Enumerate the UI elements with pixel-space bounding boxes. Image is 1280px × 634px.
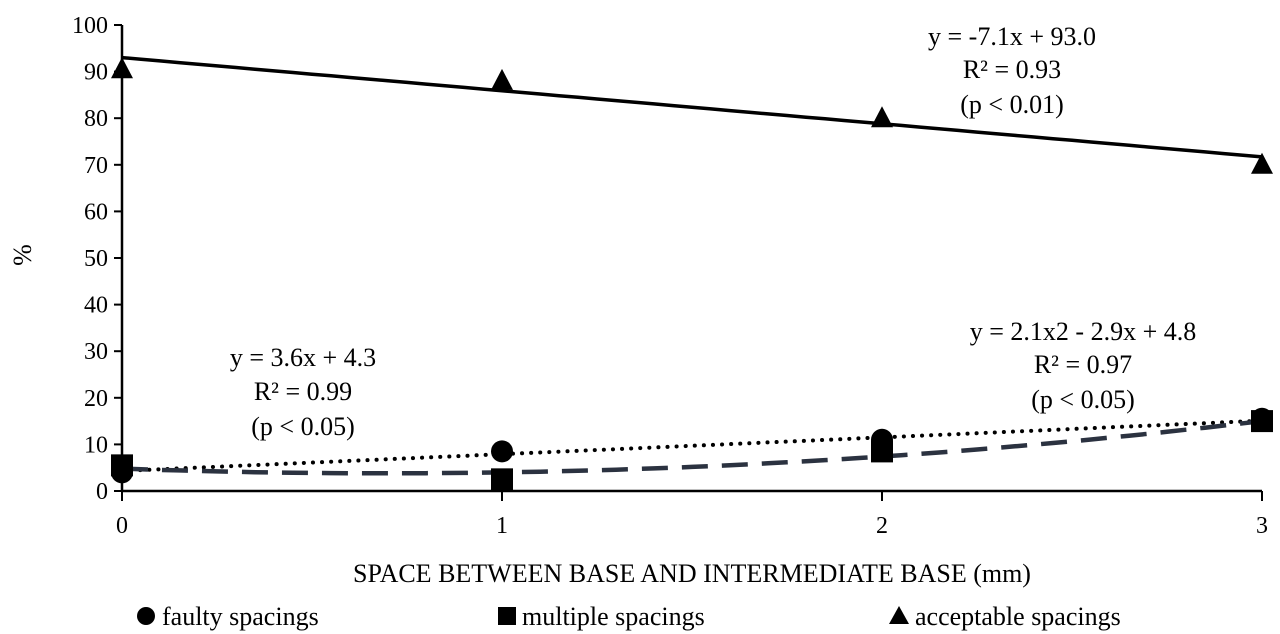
y-tick-label: 30 (84, 339, 108, 365)
x-tick-label: 1 (496, 513, 508, 539)
marker-acceptable (871, 106, 893, 128)
trendline-group (120, 55, 1264, 476)
legend-marker-multiple (498, 607, 516, 625)
y-tick-label: 10 (84, 432, 108, 458)
x-tick-label: 0 (116, 513, 128, 539)
marker-acceptable (1251, 152, 1273, 174)
marker-faulty (111, 461, 133, 484)
annotation-multiple-p: (p < 0.05) (1031, 385, 1134, 414)
marker-group (111, 57, 1273, 491)
x-tick-label: 3 (1256, 513, 1268, 539)
marker-faulty (1251, 407, 1273, 430)
marker-acceptable (111, 57, 133, 79)
annotation-acceptable-r2: R² = 0.93 (963, 55, 1061, 84)
legend-label-acceptable: acceptable spacings (915, 602, 1121, 631)
trendline-multiple (121, 418, 1263, 476)
annotation-acceptable-p: (p < 0.01) (960, 90, 1063, 119)
legend-label-multiple: multiple spacings (522, 602, 705, 631)
y-tick-label: 0 (96, 479, 108, 505)
x-axis-label: SPACE BETWEEN BASE AND INTERMEDIATE BASE… (353, 559, 1031, 588)
y-tick-label: 70 (84, 153, 108, 179)
y-tick-label: 60 (84, 199, 108, 225)
annotation-multiple-equation: y = 2.1x2 - 2.9x + 4.8 (970, 317, 1196, 346)
y-tick-group: 0 10 20 30 40 50 60 70 80 90 100 (72, 13, 122, 505)
legend-marker-faulty (137, 607, 155, 625)
y-tick-label: 50 (84, 246, 108, 272)
legend-marker-acceptable (889, 606, 909, 624)
annotation-faulty-r2: R² = 0.99 (254, 377, 352, 406)
marker-faulty (871, 428, 893, 451)
x-tick-group: 0 1 2 3 (116, 491, 1268, 539)
legend: faulty spacings multiple spacings accept… (137, 602, 1121, 631)
y-tick-label: 80 (84, 106, 108, 132)
marker-multiple (491, 468, 513, 491)
trendline-acceptable (121, 55, 1263, 159)
annotation-faulty-equation: y = 3.6x + 4.3 (230, 343, 376, 372)
legend-label-faulty: faulty spacings (162, 602, 319, 631)
annotation-faulty-p: (p < 0.05) (251, 412, 354, 441)
trendline-faulty (120, 418, 1264, 473)
y-tick-label: 40 (84, 293, 108, 319)
x-tick-label: 2 (876, 513, 888, 539)
y-tick-label: 100 (72, 13, 108, 39)
y-tick-label: 90 (84, 60, 108, 86)
y-axis-label: % (8, 244, 37, 266)
marker-faulty (491, 440, 513, 463)
annotation-acceptable-equation: y = -7.1x + 93.0 (928, 22, 1096, 51)
y-tick-label: 20 (84, 386, 108, 412)
marker-acceptable (491, 68, 513, 90)
annotation-multiple-r2: R² = 0.97 (1034, 350, 1132, 379)
